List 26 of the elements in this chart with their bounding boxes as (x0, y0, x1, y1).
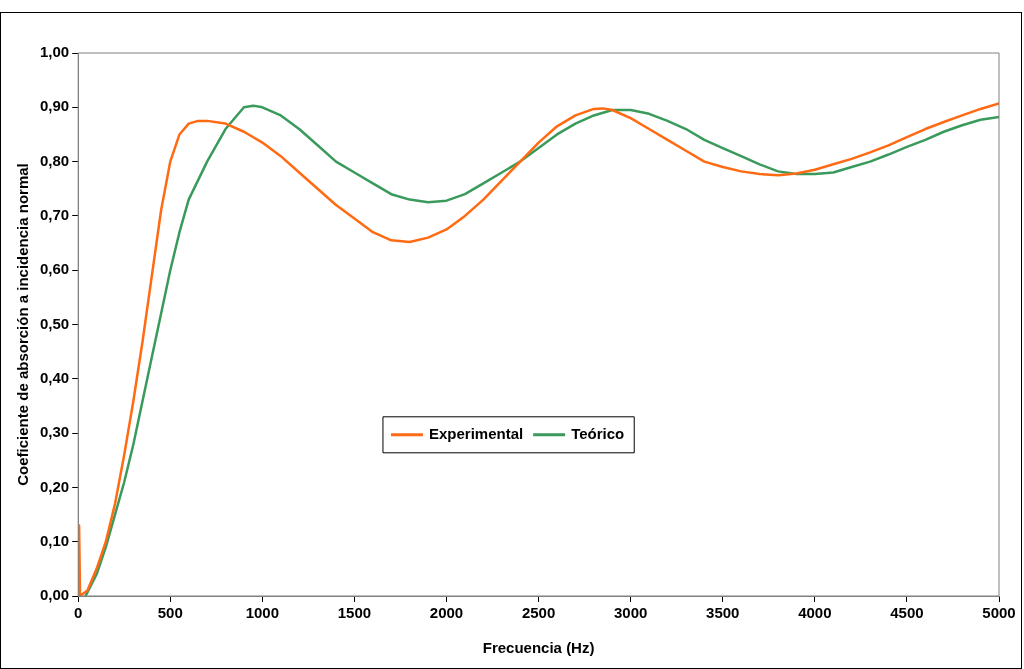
y-tick-label: 1,00 (39, 43, 70, 61)
y-tick-label: 0,10 (39, 531, 70, 549)
x-tick-label: 5000 (982, 604, 1016, 622)
y-tick-label: 0,80 (39, 151, 70, 169)
y-tick-label: 0,00 (39, 586, 70, 604)
x-tick-label: 2500 (521, 604, 556, 622)
y-tick-label: 0,90 (39, 97, 70, 115)
x-tick-label: 3000 (613, 604, 648, 622)
legend-label: Experimental (428, 424, 524, 442)
x-tick-label: 1000 (245, 604, 280, 622)
x-tick-label: 500 (157, 604, 183, 622)
x-axis-title: Frecuencia (Hz) (482, 639, 595, 657)
y-tick-label: 0,40 (39, 368, 70, 386)
y-tick-label: 0,70 (39, 206, 70, 224)
y-tick-label: 0,20 (39, 477, 70, 495)
x-tick-label: 4000 (798, 604, 832, 622)
x-tick-label: 1500 (337, 604, 372, 622)
legend-label: Teórico (571, 424, 625, 442)
x-tick-label: 4500 (890, 604, 924, 622)
x-tick-label: 3500 (706, 604, 740, 622)
x-tick-label: 0 (74, 604, 83, 622)
y-tick-label: 0,30 (39, 423, 70, 441)
y-tick-label: 0,50 (39, 314, 70, 332)
y-tick-label: 0,60 (39, 260, 70, 278)
x-tick-label: 2000 (429, 604, 464, 622)
y-axis-title: Coeficiente de absorción a incidencia normal (14, 163, 32, 486)
